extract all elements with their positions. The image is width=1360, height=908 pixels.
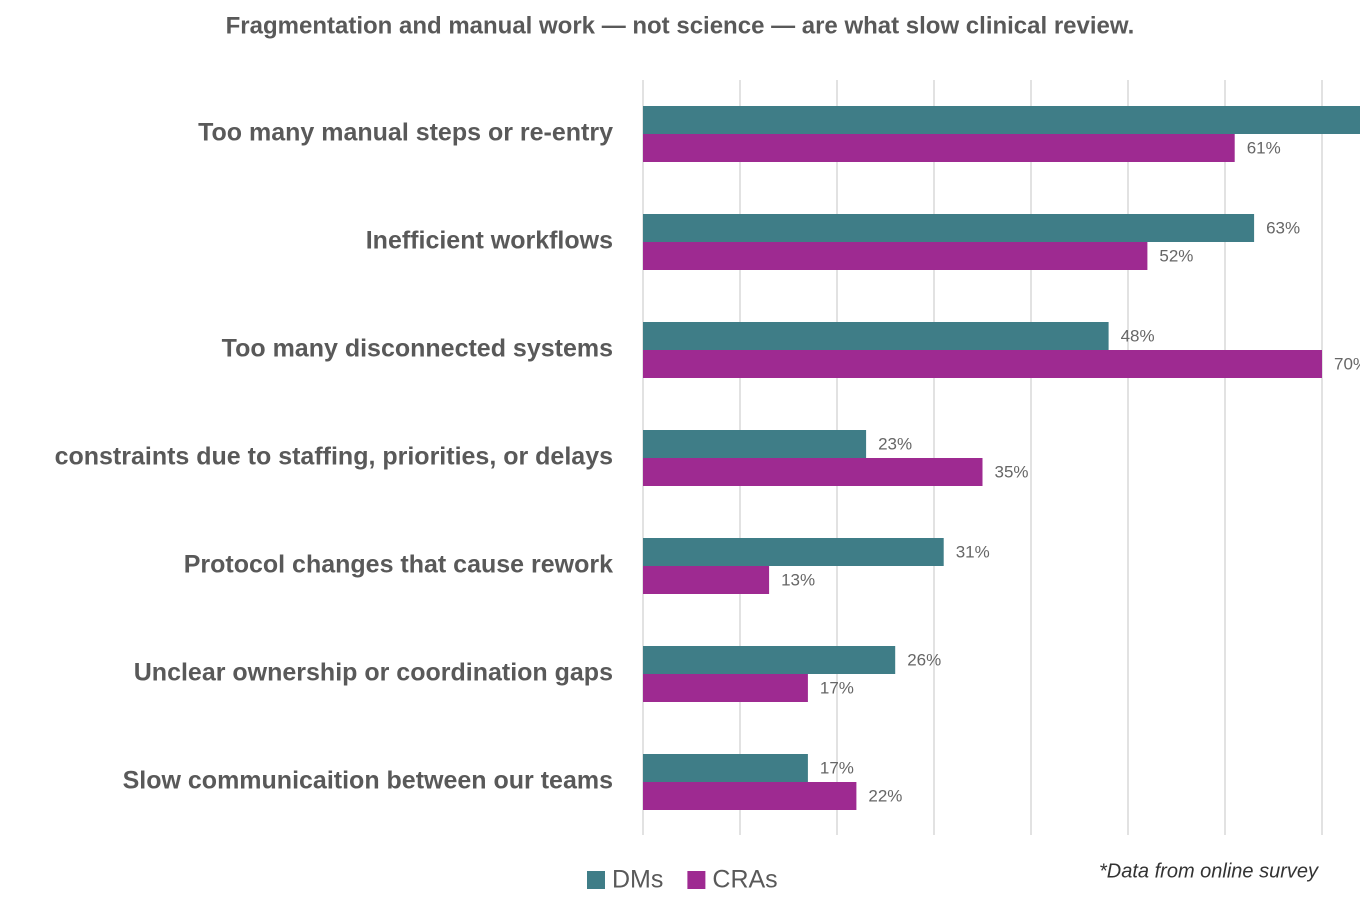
data-label: 70% — [1334, 354, 1360, 373]
data-label: 23% — [878, 434, 912, 453]
data-label: 26% — [907, 650, 941, 669]
y-tick-label: constraints due to staffing, priorities,… — [55, 443, 613, 471]
y-tick-label: Inefficient workflows — [366, 227, 613, 255]
bar — [643, 242, 1148, 270]
legend-label: DMs — [612, 866, 663, 894]
data-label: 13% — [781, 570, 815, 589]
bar — [643, 350, 1322, 378]
y-tick-label: Protocol changes that cause rework — [184, 551, 613, 579]
chart-title: Fragmentation and manual work — not scie… — [226, 12, 1135, 39]
data-label: 35% — [995, 462, 1029, 481]
bar — [643, 538, 944, 566]
data-label: 22% — [868, 786, 902, 805]
bar — [643, 430, 867, 458]
bar — [643, 106, 1360, 134]
y-tick-label: Slow communicaition between our teams — [123, 767, 613, 795]
bar — [643, 134, 1235, 162]
data-label: 63% — [1266, 218, 1300, 237]
y-tick-label: Too many manual steps or re-entry — [198, 119, 613, 147]
y-tick-label: Unclear ownership or coordination gaps — [134, 659, 613, 687]
bar — [643, 458, 983, 486]
data-label: 48% — [1121, 326, 1155, 345]
bar — [643, 322, 1109, 350]
bar — [643, 566, 770, 594]
bar — [643, 782, 857, 810]
footnote: *Data from online survey — [1099, 860, 1319, 882]
bar — [643, 646, 896, 674]
legend-swatch — [687, 871, 706, 889]
bar — [643, 214, 1255, 242]
legend-label: CRAs — [712, 866, 777, 894]
data-label: 52% — [1159, 246, 1193, 265]
data-label: 61% — [1247, 138, 1281, 157]
data-label: 17% — [820, 758, 854, 777]
y-tick-label: Too many disconnected systems — [222, 335, 613, 363]
data-label: 17% — [820, 678, 854, 697]
bar — [643, 754, 808, 782]
bar — [643, 674, 808, 702]
legend-swatch — [587, 871, 605, 889]
data-label: 31% — [956, 542, 990, 561]
